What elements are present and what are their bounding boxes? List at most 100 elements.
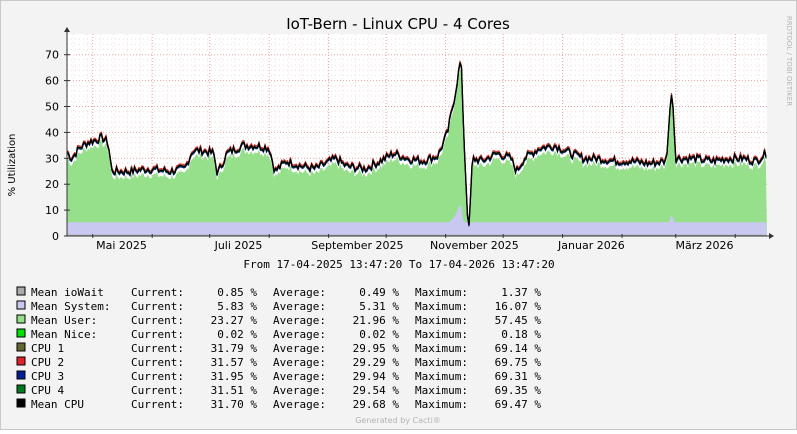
legend-maximum-label: Maximum:	[415, 286, 468, 299]
legend-row: Mean CPU Current: 31.70 % Average: 29.68 % Ma…	[16, 398, 542, 411]
legend-current-label: Current:	[131, 384, 184, 397]
plot-area: 0 10 20 30 40 50 60 70 Mai 2025 Juli 2025 Septembe…	[45, 27, 774, 252]
legend-swatch	[16, 314, 26, 324]
legend-maximum-value: 16.07 %	[495, 300, 542, 313]
legend-name: Mean System:	[31, 300, 110, 313]
mean-system-area	[67, 205, 767, 236]
legend-current-label: Current:	[131, 370, 184, 383]
x-tick-label: September 2025	[311, 239, 403, 252]
x-tick-label: November 2025	[430, 239, 519, 252]
legend-average-label: Average:	[273, 314, 326, 327]
y-tick-label: 20	[45, 178, 59, 191]
y-tick-label: 10	[45, 204, 59, 217]
legend-average-label: Average:	[273, 398, 326, 411]
legend-current-value: 5.83 %	[217, 300, 257, 313]
legend-swatch	[16, 286, 26, 296]
legend-row: Mean ioWait Current: 0.85 % Average: 0.49 % M…	[16, 286, 541, 299]
legend-swatch	[16, 300, 26, 310]
x-tick-label: Juli 2025	[214, 239, 263, 252]
legend-average-value: 29.68 %	[353, 398, 400, 411]
legend-maximum-label: Maximum:	[415, 328, 468, 341]
legend-maximum-label: Maximum:	[415, 356, 468, 369]
y-tick-label: 60	[45, 75, 59, 88]
legend-maximum-label: Maximum:	[415, 398, 468, 411]
footer-text: Generated by Cacti®	[355, 416, 441, 425]
legend-maximum-label: Maximum:	[415, 370, 468, 383]
legend-current-value: 0.85 %	[217, 286, 257, 299]
legend-current-value: 0.02 %	[217, 328, 257, 341]
legend-row: Mean Nice: Current: 0.02 % Average: 0.02 % Ma…	[16, 328, 541, 341]
mean-user-area	[67, 68, 767, 237]
legend-maximum-value: 57.45 %	[495, 314, 542, 327]
legend-average-value: 5.31 %	[359, 300, 399, 313]
legend-name: Mean User:	[31, 314, 97, 327]
legend-maximum-value: 1.37 %	[501, 286, 541, 299]
legend-row: CPU 2 Current: 31.57 % Average: 29.29 % Maxim…	[16, 356, 542, 369]
chart-title: IoT-Bern - Linux CPU - 4 Cores	[286, 15, 510, 33]
y-axis-label: % Utilization	[7, 134, 18, 197]
x-axis-arrow	[769, 233, 774, 239]
legend-swatch	[16, 342, 26, 352]
legend-average-value: 21.96 %	[353, 314, 400, 327]
y-tick-label: 50	[45, 101, 59, 114]
legend-current-value: 31.79 %	[211, 342, 258, 355]
legend-maximum-value: 69.47 %	[495, 398, 542, 411]
legend-maximum-label: Maximum:	[415, 342, 468, 355]
legend-average-label: Average:	[273, 300, 326, 313]
legend-current-value: 31.57 %	[211, 356, 258, 369]
legend-average-label: Average:	[273, 328, 326, 341]
legend-swatch	[16, 384, 26, 394]
legend-row: CPU 4 Current: 31.51 % Average: 29.54 % Maxim…	[16, 384, 542, 397]
legend-name: Mean ioWait	[31, 286, 104, 299]
legend-name: CPU 4	[31, 384, 64, 397]
legend-average-value: 0.02 %	[359, 328, 399, 341]
x-tick-label: Mai 2025	[96, 239, 147, 252]
legend-average-label: Average:	[273, 356, 326, 369]
legend-maximum-value: 69.75 %	[495, 356, 542, 369]
legend-average-value: 29.29 %	[353, 356, 400, 369]
legend-average-value: 0.49 %	[359, 286, 399, 299]
legend-name: Mean Nice:	[31, 328, 97, 341]
legend-name: CPU 1	[31, 342, 64, 355]
legend-current-value: 31.95 %	[211, 370, 258, 383]
legend-current-value: 31.70 %	[211, 398, 258, 411]
legend-current-value: 31.51 %	[211, 384, 258, 397]
legend-average-label: Average:	[273, 370, 326, 383]
mean-cpu-line	[66, 62, 767, 226]
legend-name: CPU 2	[31, 356, 64, 369]
legend-swatch	[16, 356, 26, 366]
legend-current-label: Current:	[131, 328, 184, 341]
legend-current-label: Current:	[131, 300, 184, 313]
legend-name: CPU 3	[31, 370, 64, 383]
cpu-3-line	[66, 63, 767, 227]
legend-average-value: 29.94 %	[353, 370, 400, 383]
y-tick-label: 40	[45, 126, 59, 139]
x-tick-label: Januar 2026	[557, 239, 625, 252]
legend-maximum-label: Maximum:	[415, 300, 468, 313]
y-axis-arrow	[64, 27, 70, 32]
legend-current-label: Current:	[131, 342, 184, 355]
legend-maximum-value: 0.18 %	[501, 328, 541, 341]
legend-current-label: Current:	[131, 314, 184, 327]
legend-swatch	[16, 370, 26, 380]
legend-row: CPU 1 Current: 31.79 % Average: 29.95 % Maxim…	[16, 342, 542, 355]
y-tick-label: 30	[45, 152, 59, 165]
legend-row: Mean User: Current: 23.27 % Average: 21.96 %…	[16, 314, 542, 327]
legend-average-label: Average:	[273, 384, 326, 397]
rrdtool-watermark: RRDTOOL / TOBI OETIKER	[785, 16, 793, 106]
legend-row: Mean System: Current: 5.83 % Average: 5.31 %…	[16, 300, 542, 313]
legend-average-value: 29.95 %	[353, 342, 400, 355]
legend-maximum-value: 69.35 %	[495, 384, 542, 397]
legend-swatch	[16, 398, 26, 408]
legend-swatch	[16, 328, 26, 338]
x-tick-label: März 2026	[676, 239, 734, 252]
legend-maximum-value: 69.14 %	[495, 342, 542, 355]
legend-current-label: Current:	[131, 398, 184, 411]
legend-average-value: 29.54 %	[353, 384, 400, 397]
legend-average-label: Average:	[273, 286, 326, 299]
y-tick-label: 0	[52, 230, 59, 243]
legend-maximum-label: Maximum:	[415, 314, 468, 327]
legend-average-label: Average:	[273, 342, 326, 355]
